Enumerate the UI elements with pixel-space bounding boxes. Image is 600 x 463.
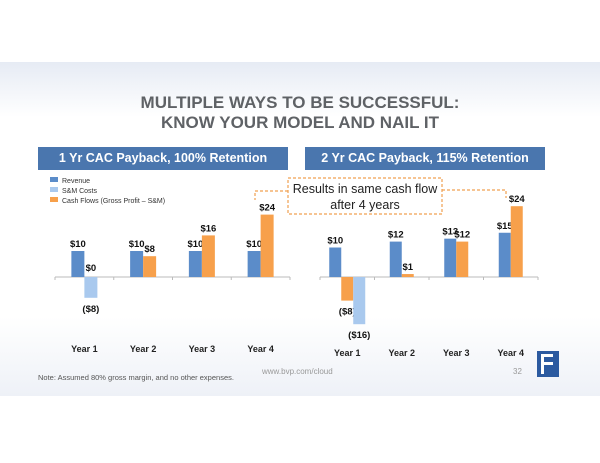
data-label: $10 <box>129 239 145 250</box>
callout-connector-right <box>442 189 507 198</box>
callout-connector-left <box>254 190 288 200</box>
legend-label: Revenue <box>62 178 90 185</box>
legend-swatch <box>50 187 58 192</box>
footer-url: www.bvp.com/cloud <box>262 367 333 376</box>
chart1-header: 1 Yr CAC Payback, 100% Retention <box>38 147 288 170</box>
data-label: $0 <box>86 263 97 274</box>
data-label: $16 <box>200 223 216 234</box>
category-label: Year 4 <box>247 344 274 354</box>
slide-background <box>0 62 600 396</box>
slide-title-line1: MULTIPLE WAYS TO BE SUCCESSFUL: <box>140 93 460 112</box>
bvp-logo <box>537 351 559 377</box>
callout-text: after 4 years <box>330 198 399 212</box>
bar-revenue <box>498 232 511 277</box>
data-label: $12 <box>454 230 470 241</box>
bar-revenue <box>130 251 144 277</box>
bar-cash-flows <box>201 235 215 277</box>
category-label: Year 2 <box>388 348 415 358</box>
bar-s-m-costs <box>84 277 98 298</box>
bar-cash-flows <box>341 277 354 301</box>
legend-swatch <box>50 177 58 182</box>
callout-box <box>287 177 443 215</box>
bar-cash-flows <box>401 274 414 277</box>
category-label: Year 1 <box>334 348 361 358</box>
data-label: $24 <box>259 203 276 214</box>
category-label: Year 2 <box>130 344 157 354</box>
bar-cash-flows <box>143 256 157 277</box>
data-label: $1 <box>402 262 413 273</box>
footnote: Note: Assumed 80% gross margin, and no o… <box>38 373 234 382</box>
bar-s-m-costs <box>353 277 366 325</box>
data-label: ($8) <box>339 307 356 318</box>
bar-cash-flows <box>456 241 469 277</box>
data-label: $10 <box>187 239 203 250</box>
data-label: ($16) <box>348 330 370 341</box>
legend-swatch <box>50 197 58 202</box>
bar-revenue <box>71 251 85 277</box>
category-label: Year 4 <box>497 348 524 358</box>
page-number: 32 <box>513 367 522 376</box>
data-label: $15 <box>497 221 514 232</box>
data-label: ($8) <box>82 304 99 315</box>
data-label: $24 <box>509 194 526 205</box>
legend-label: Cash Flows (Gross Profit – S&M) <box>62 198 165 205</box>
data-label: $10 <box>70 239 86 250</box>
slide-title-line2: KNOW YOUR MODEL AND NAIL IT <box>161 113 439 132</box>
data-label: $12 <box>388 230 404 241</box>
data-label: $13 <box>442 227 458 238</box>
category-label: Year 3 <box>189 344 216 354</box>
bar-revenue <box>188 251 202 277</box>
bar-cash-flows <box>510 206 523 277</box>
bar-revenue <box>444 238 457 277</box>
category-label: Year 1 <box>71 344 98 354</box>
bar-revenue <box>329 247 342 277</box>
bar-revenue <box>247 251 261 277</box>
bar-revenue <box>389 241 402 277</box>
legend-label: S&M Costs <box>62 188 98 195</box>
data-label: $10 <box>246 239 262 250</box>
bar-cash-flows <box>260 214 274 277</box>
data-label: $10 <box>327 236 343 247</box>
callout-text: Results in same cash flow <box>293 182 438 196</box>
chart2-header: 2 Yr CAC Payback, 115% Retention <box>305 147 545 170</box>
category-label: Year 3 <box>443 348 470 358</box>
data-label: $8 <box>144 244 155 255</box>
